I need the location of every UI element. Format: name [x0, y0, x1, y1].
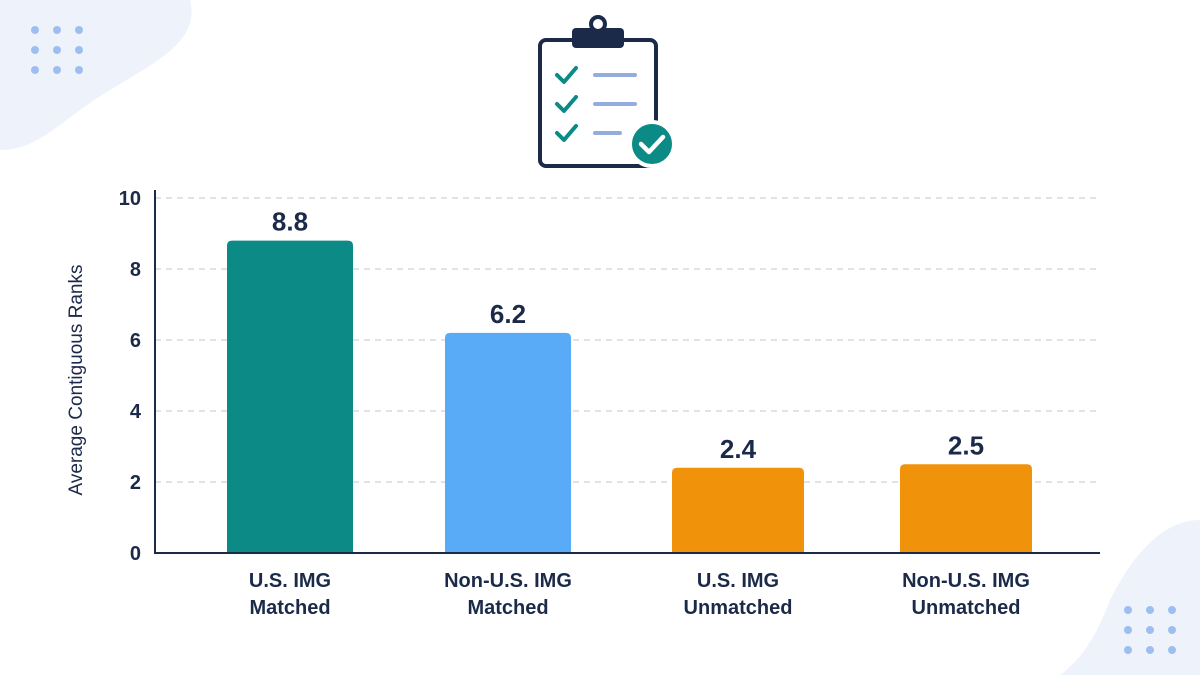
category-label-line2: Matched — [249, 597, 330, 619]
corner-blob-top-left — [0, 0, 192, 150]
bar — [445, 332, 571, 553]
value-label: 8.8 — [272, 207, 308, 237]
category-label-line2: Unmatched — [912, 597, 1021, 619]
y-tick-label: 2 — [130, 472, 141, 494]
category-label-line2: Matched — [467, 597, 548, 619]
bars — [227, 240, 1032, 553]
category-label-line1: U.S. IMG — [697, 570, 779, 592]
dot-grid-icon — [1124, 606, 1176, 654]
category-label-line2: Unmatched — [684, 597, 793, 619]
value-label: 2.4 — [720, 434, 757, 464]
category-label-line1: U.S. IMG — [249, 570, 331, 592]
y-axis-title: Average Contiguous Ranks — [66, 265, 87, 496]
bar — [227, 240, 353, 553]
value-label: 2.5 — [948, 430, 984, 460]
y-tick-label: 10 — [119, 188, 141, 210]
y-tick-labels: 0 2 4 6 8 10 — [119, 188, 142, 565]
bar — [900, 464, 1032, 553]
y-tick-label: 0 — [130, 543, 141, 565]
y-tick-label: 8 — [130, 259, 141, 281]
axes — [154, 190, 1100, 554]
y-tick-label: 6 — [130, 330, 141, 352]
category-labels: U.S. IMG Matched Non-U.S. IMG Matched U.S. I… — [249, 570, 1030, 619]
category-label-line1: Non-U.S. IMG — [902, 570, 1030, 592]
bar — [672, 467, 804, 553]
clipboard-checklist-icon — [538, 15, 676, 168]
value-labels: 8.8 6.2 2.4 2.5 — [272, 207, 984, 464]
value-label: 6.2 — [490, 299, 526, 329]
corner-blob-bottom-right — [1060, 520, 1200, 675]
dot-grid-icon — [31, 26, 83, 74]
category-label-line1: Non-U.S. IMG — [444, 570, 572, 592]
y-tick-label: 4 — [130, 401, 142, 423]
